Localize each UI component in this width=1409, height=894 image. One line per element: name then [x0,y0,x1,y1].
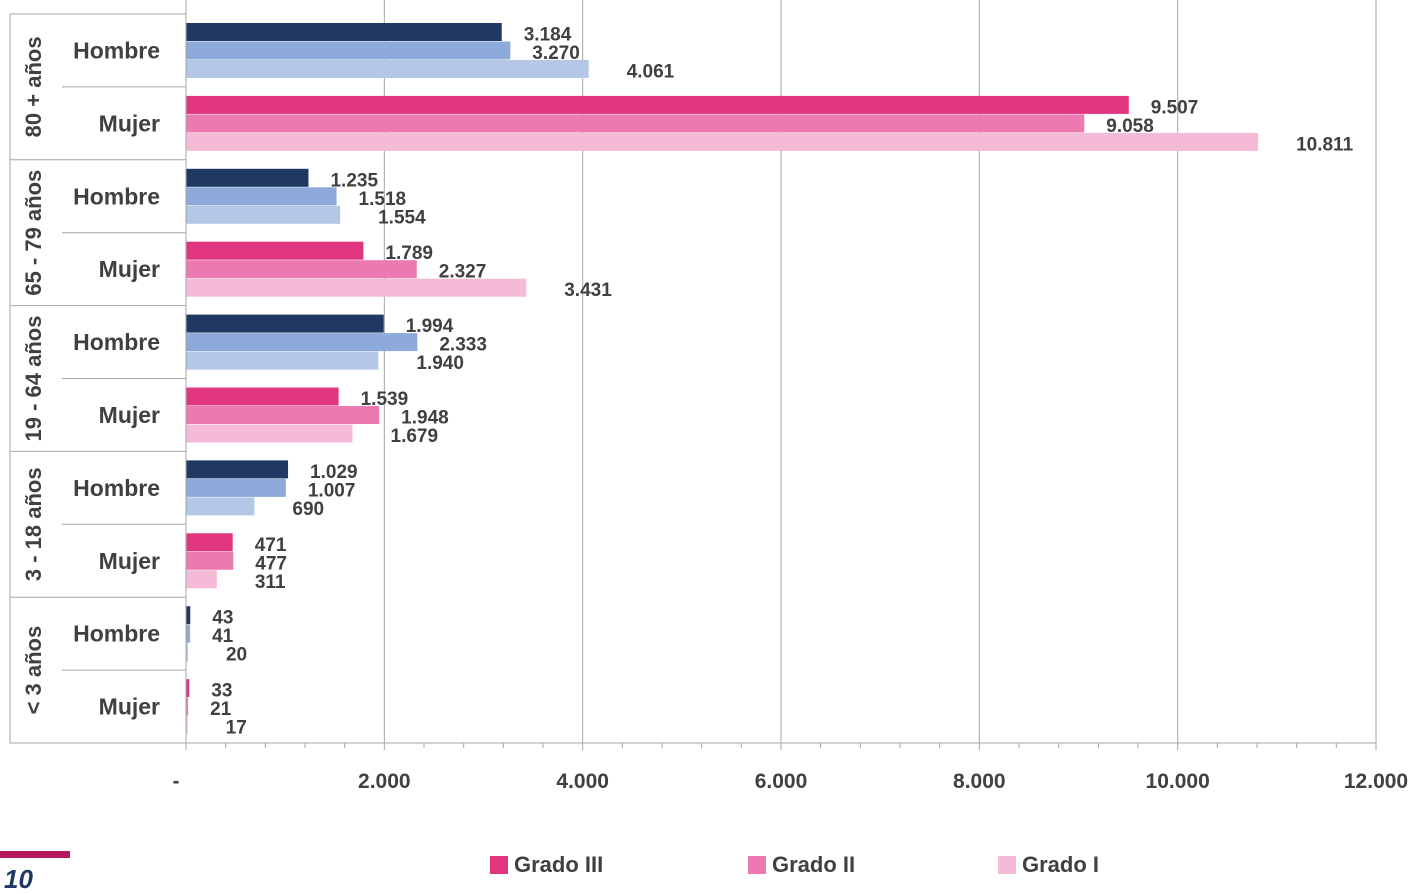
row-label: Hombre [73,475,160,501]
bar [186,333,418,352]
legend-label: Grado II [772,852,856,877]
bar [186,95,1129,114]
bar [186,643,188,662]
data-label: 690 [292,499,324,520]
data-label: 10.811 [1296,134,1353,155]
bar [186,606,191,625]
data-label: 3.270 [532,43,580,64]
bar [186,260,417,279]
row-label: Mujer [99,256,160,282]
data-label: 43 [212,608,233,629]
bar [186,132,1259,151]
x-tick-label: 10.000 [1146,770,1210,793]
bar [186,387,339,406]
row-label: Hombre [73,183,160,209]
group-label: 65 - 79 años [21,170,46,296]
bar [186,624,191,643]
x-tick-label: 6.000 [755,770,808,793]
data-label: 3.431 [564,280,612,301]
data-label: 2.333 [439,335,487,356]
row-label: Mujer [99,548,160,574]
page-accent-bar [0,851,70,858]
data-label: 1.539 [361,389,409,410]
bar [186,187,337,206]
row-label: Hombre [73,37,160,63]
data-label: 2.327 [439,262,487,283]
bar [186,570,217,589]
data-label: 20 [226,645,247,666]
group-label: 3 - 18 años [21,467,46,581]
legend-label: Grado I [1022,852,1100,877]
bar [186,497,255,516]
page-number: 10 [4,864,33,894]
bar [186,241,364,260]
legend-swatch [998,856,1016,874]
data-label: 33 [211,681,232,702]
x-tick-label: 8.000 [953,770,1006,793]
group-label: < 3 años [21,626,46,715]
x-tick-label: 2.000 [358,770,411,793]
bar [186,406,380,424]
row-label: Hombre [73,329,160,355]
bar [186,314,384,333]
bar [186,551,234,570]
data-label: 1.235 [330,170,378,191]
x-tick-label: 4.000 [556,770,609,793]
data-label: 1.554 [378,207,426,228]
row-label: Mujer [99,402,160,428]
legend-item: Grado II [748,852,998,878]
data-label: 3.184 [524,25,572,46]
bar [186,168,309,187]
row-label: Hombre [73,621,160,647]
data-label: 9.058 [1106,116,1154,137]
x-tick-label: 12.000 [1344,770,1408,793]
legend-label: Grado III [514,852,604,877]
bar [186,351,379,370]
data-label: 471 [255,535,287,556]
legend-swatch [490,856,508,874]
bar [186,424,353,443]
data-label: 21 [210,699,232,720]
bar [186,478,286,497]
data-label: 1.940 [416,353,464,374]
bar [186,697,189,716]
data-label: 1.948 [401,408,449,429]
row-label: Mujer [99,110,160,136]
bar [186,23,502,41]
data-label: 41 [212,626,234,647]
data-label: 17 [226,718,247,739]
bar [186,679,190,698]
bar [186,533,233,552]
data-label: 1.679 [391,426,439,447]
data-label: 311 [255,572,286,593]
x-tick-label: - [173,770,180,793]
legend-item: Grado III [490,852,748,878]
group-label: 19 - 64 años [21,316,46,442]
bar [186,60,589,78]
data-label: 1.994 [406,316,454,337]
bar [186,460,289,479]
data-label: 477 [255,553,287,574]
data-label: 1.029 [310,462,358,483]
group-label: 80 + años [21,36,46,137]
data-label: 1.789 [385,243,433,264]
legend: Grado III Grado II Grado I [490,852,1138,878]
bar [186,716,188,735]
bar [186,41,511,60]
bar [186,205,341,224]
data-label: 9.507 [1151,97,1199,118]
bar [186,278,527,297]
data-label: 4.061 [627,62,675,83]
legend-item: Grado I [998,852,1138,878]
bar [186,114,1085,133]
data-label: 1.518 [359,189,407,210]
row-label: Mujer [99,694,160,720]
legend-swatch [748,856,766,874]
data-label: 1.007 [308,480,356,501]
